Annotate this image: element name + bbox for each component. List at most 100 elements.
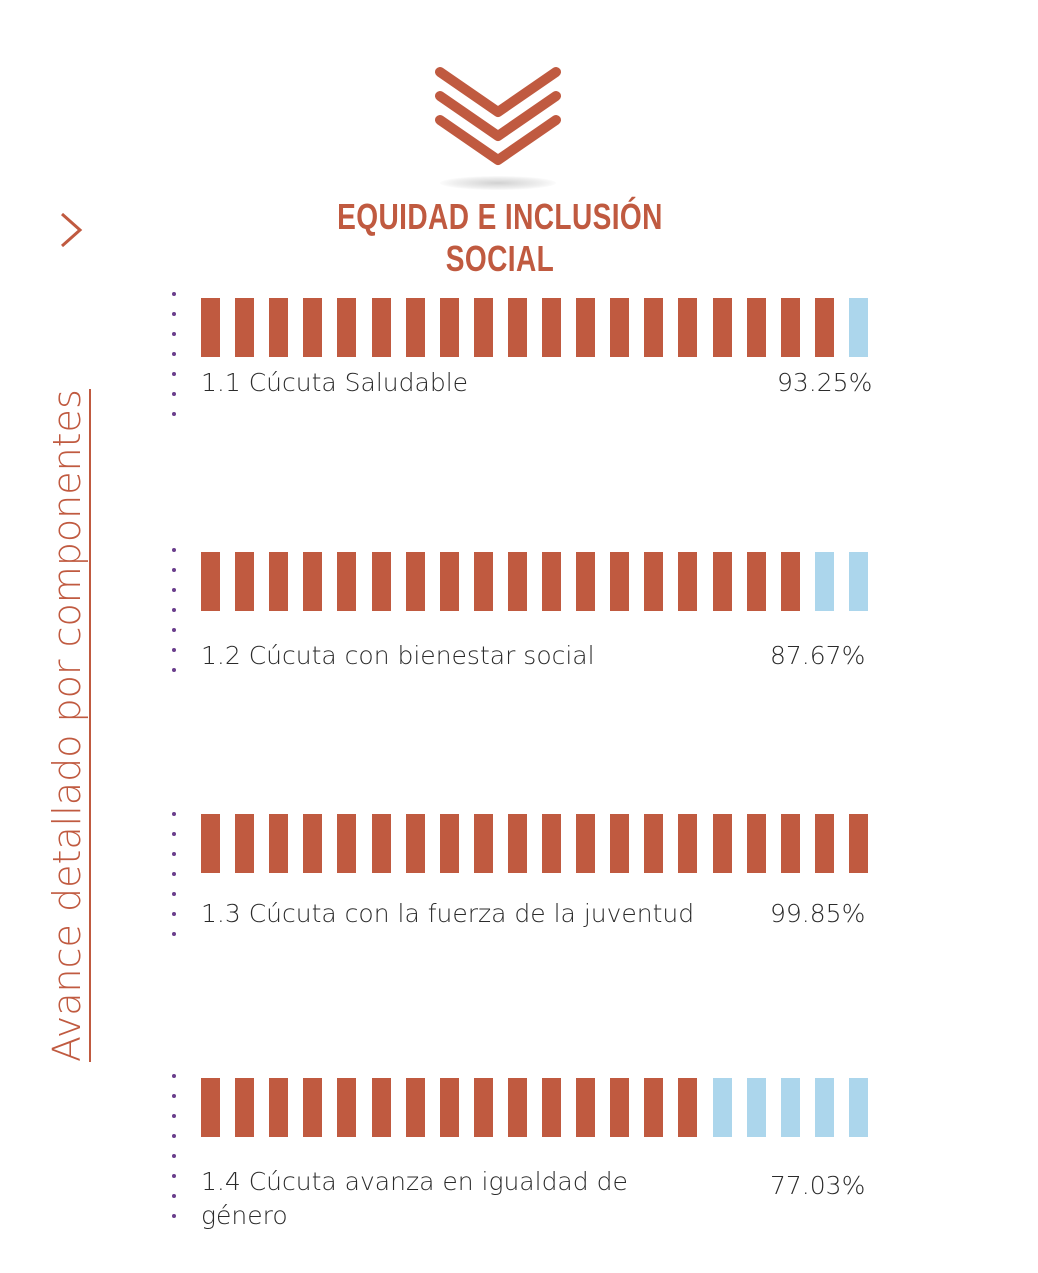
bar-segment-filled [678, 814, 698, 873]
chevron-right-icon [61, 212, 83, 248]
dot [172, 292, 176, 296]
bar-segment-filled [610, 298, 630, 357]
bar-segment-filled [678, 298, 698, 357]
dot [172, 588, 176, 592]
dot [172, 912, 176, 916]
bar-segment-filled [610, 814, 630, 873]
bar-segment-filled [303, 814, 323, 873]
bar-segment-filled [303, 552, 323, 611]
dot [172, 1114, 176, 1118]
progress-bar [201, 814, 868, 873]
chevron-shadow [440, 176, 556, 190]
component-label: 1.4 Cúcuta avanza en igualdad de género [201, 1167, 628, 1230]
bar-segment-empty [848, 298, 868, 357]
dot [172, 1074, 176, 1078]
dot [172, 648, 176, 652]
dot [172, 312, 176, 316]
bar-segment-filled [269, 298, 289, 357]
dot-divider [172, 548, 176, 688]
bar-segment-filled [405, 1078, 425, 1137]
bar-segment-filled [814, 814, 834, 873]
bar-segment-filled [712, 814, 732, 873]
dot [172, 412, 176, 416]
bar-segment-filled [337, 814, 357, 873]
bar-segment-filled [644, 814, 664, 873]
bar-segment-empty [848, 552, 868, 611]
dot [172, 852, 176, 856]
bar-segment-filled [644, 552, 664, 611]
dot [172, 1174, 176, 1178]
bar-segment-filled [780, 298, 800, 357]
bar-segment-filled [303, 298, 323, 357]
bar-segment-filled [439, 552, 459, 611]
component-percentage: 93.25% [777, 368, 873, 397]
component-label: 1.1 Cúcuta Saludable [201, 368, 469, 397]
dot [172, 1094, 176, 1098]
bar-segment-filled [235, 1078, 255, 1137]
bar-segment-filled [576, 1078, 596, 1137]
progress-bar [201, 552, 868, 611]
bar-segment-filled [746, 814, 766, 873]
bar-segment-filled [507, 1078, 527, 1137]
bar-segment-empty [848, 1078, 868, 1137]
bar-segment-filled [439, 814, 459, 873]
dot [172, 332, 176, 336]
bar-segment-filled [235, 298, 255, 357]
bar-segment-filled [303, 1078, 323, 1137]
dot [172, 1214, 176, 1218]
component-percentage: 77.03% [770, 1171, 866, 1200]
bar-segment-empty [712, 1078, 732, 1137]
bar-segment-filled [269, 814, 289, 873]
bar-segment-filled [780, 814, 800, 873]
bar-segment-filled [576, 298, 596, 357]
bar-segment-filled [542, 814, 561, 873]
bar-segment-filled [473, 1078, 493, 1137]
bar-segment-filled [235, 552, 255, 611]
dot-divider [172, 292, 176, 432]
component-percentage: 99.85% [770, 899, 866, 928]
bar-segment-filled [269, 552, 289, 611]
bar-segment-filled [405, 814, 425, 873]
bar-segment-filled [576, 814, 596, 873]
bar-segment-filled [473, 298, 493, 357]
bar-segment-filled [712, 298, 732, 357]
bar-segment-empty [780, 1078, 800, 1137]
dot [172, 628, 176, 632]
side-title: Avance detallado por componentes [45, 389, 91, 1062]
bar-segment-filled [848, 814, 868, 873]
dot-divider [172, 812, 176, 952]
dot [172, 548, 176, 552]
bar-segment-filled [746, 552, 766, 611]
bar-segment-filled [201, 298, 220, 357]
bar-segment-filled [371, 298, 391, 357]
bar-segment-empty [814, 1078, 834, 1137]
dot [172, 668, 176, 672]
dot [172, 1194, 176, 1198]
bar-segment-filled [235, 814, 255, 873]
bar-segment-filled [439, 298, 459, 357]
dot [172, 1134, 176, 1138]
bar-segment-filled [746, 298, 766, 357]
component-percentage: 87.67% [770, 641, 866, 670]
bar-segment-empty [814, 552, 834, 611]
bar-segment-filled [678, 1078, 698, 1137]
bar-segment-filled [576, 552, 596, 611]
bar-segment-filled [337, 298, 357, 357]
bar-segment-filled [644, 298, 664, 357]
bar-segment-filled [678, 552, 698, 611]
component-label: 1.3 Cúcuta con la fuerza de la juventud [201, 899, 695, 928]
dot [172, 832, 176, 836]
bar-segment-filled [269, 1078, 289, 1137]
dot [172, 872, 176, 876]
bar-segment-filled [405, 552, 425, 611]
bar-segment-filled [405, 298, 425, 357]
bar-segment-filled [780, 552, 800, 611]
bar-segment-filled [337, 552, 357, 611]
bar-segment-filled [201, 1078, 220, 1137]
bar-segment-filled [371, 1078, 391, 1137]
progress-bar [201, 1078, 868, 1137]
bar-segment-filled [473, 552, 493, 611]
dot [172, 932, 176, 936]
bar-segment-filled [439, 1078, 459, 1137]
dot [172, 608, 176, 612]
